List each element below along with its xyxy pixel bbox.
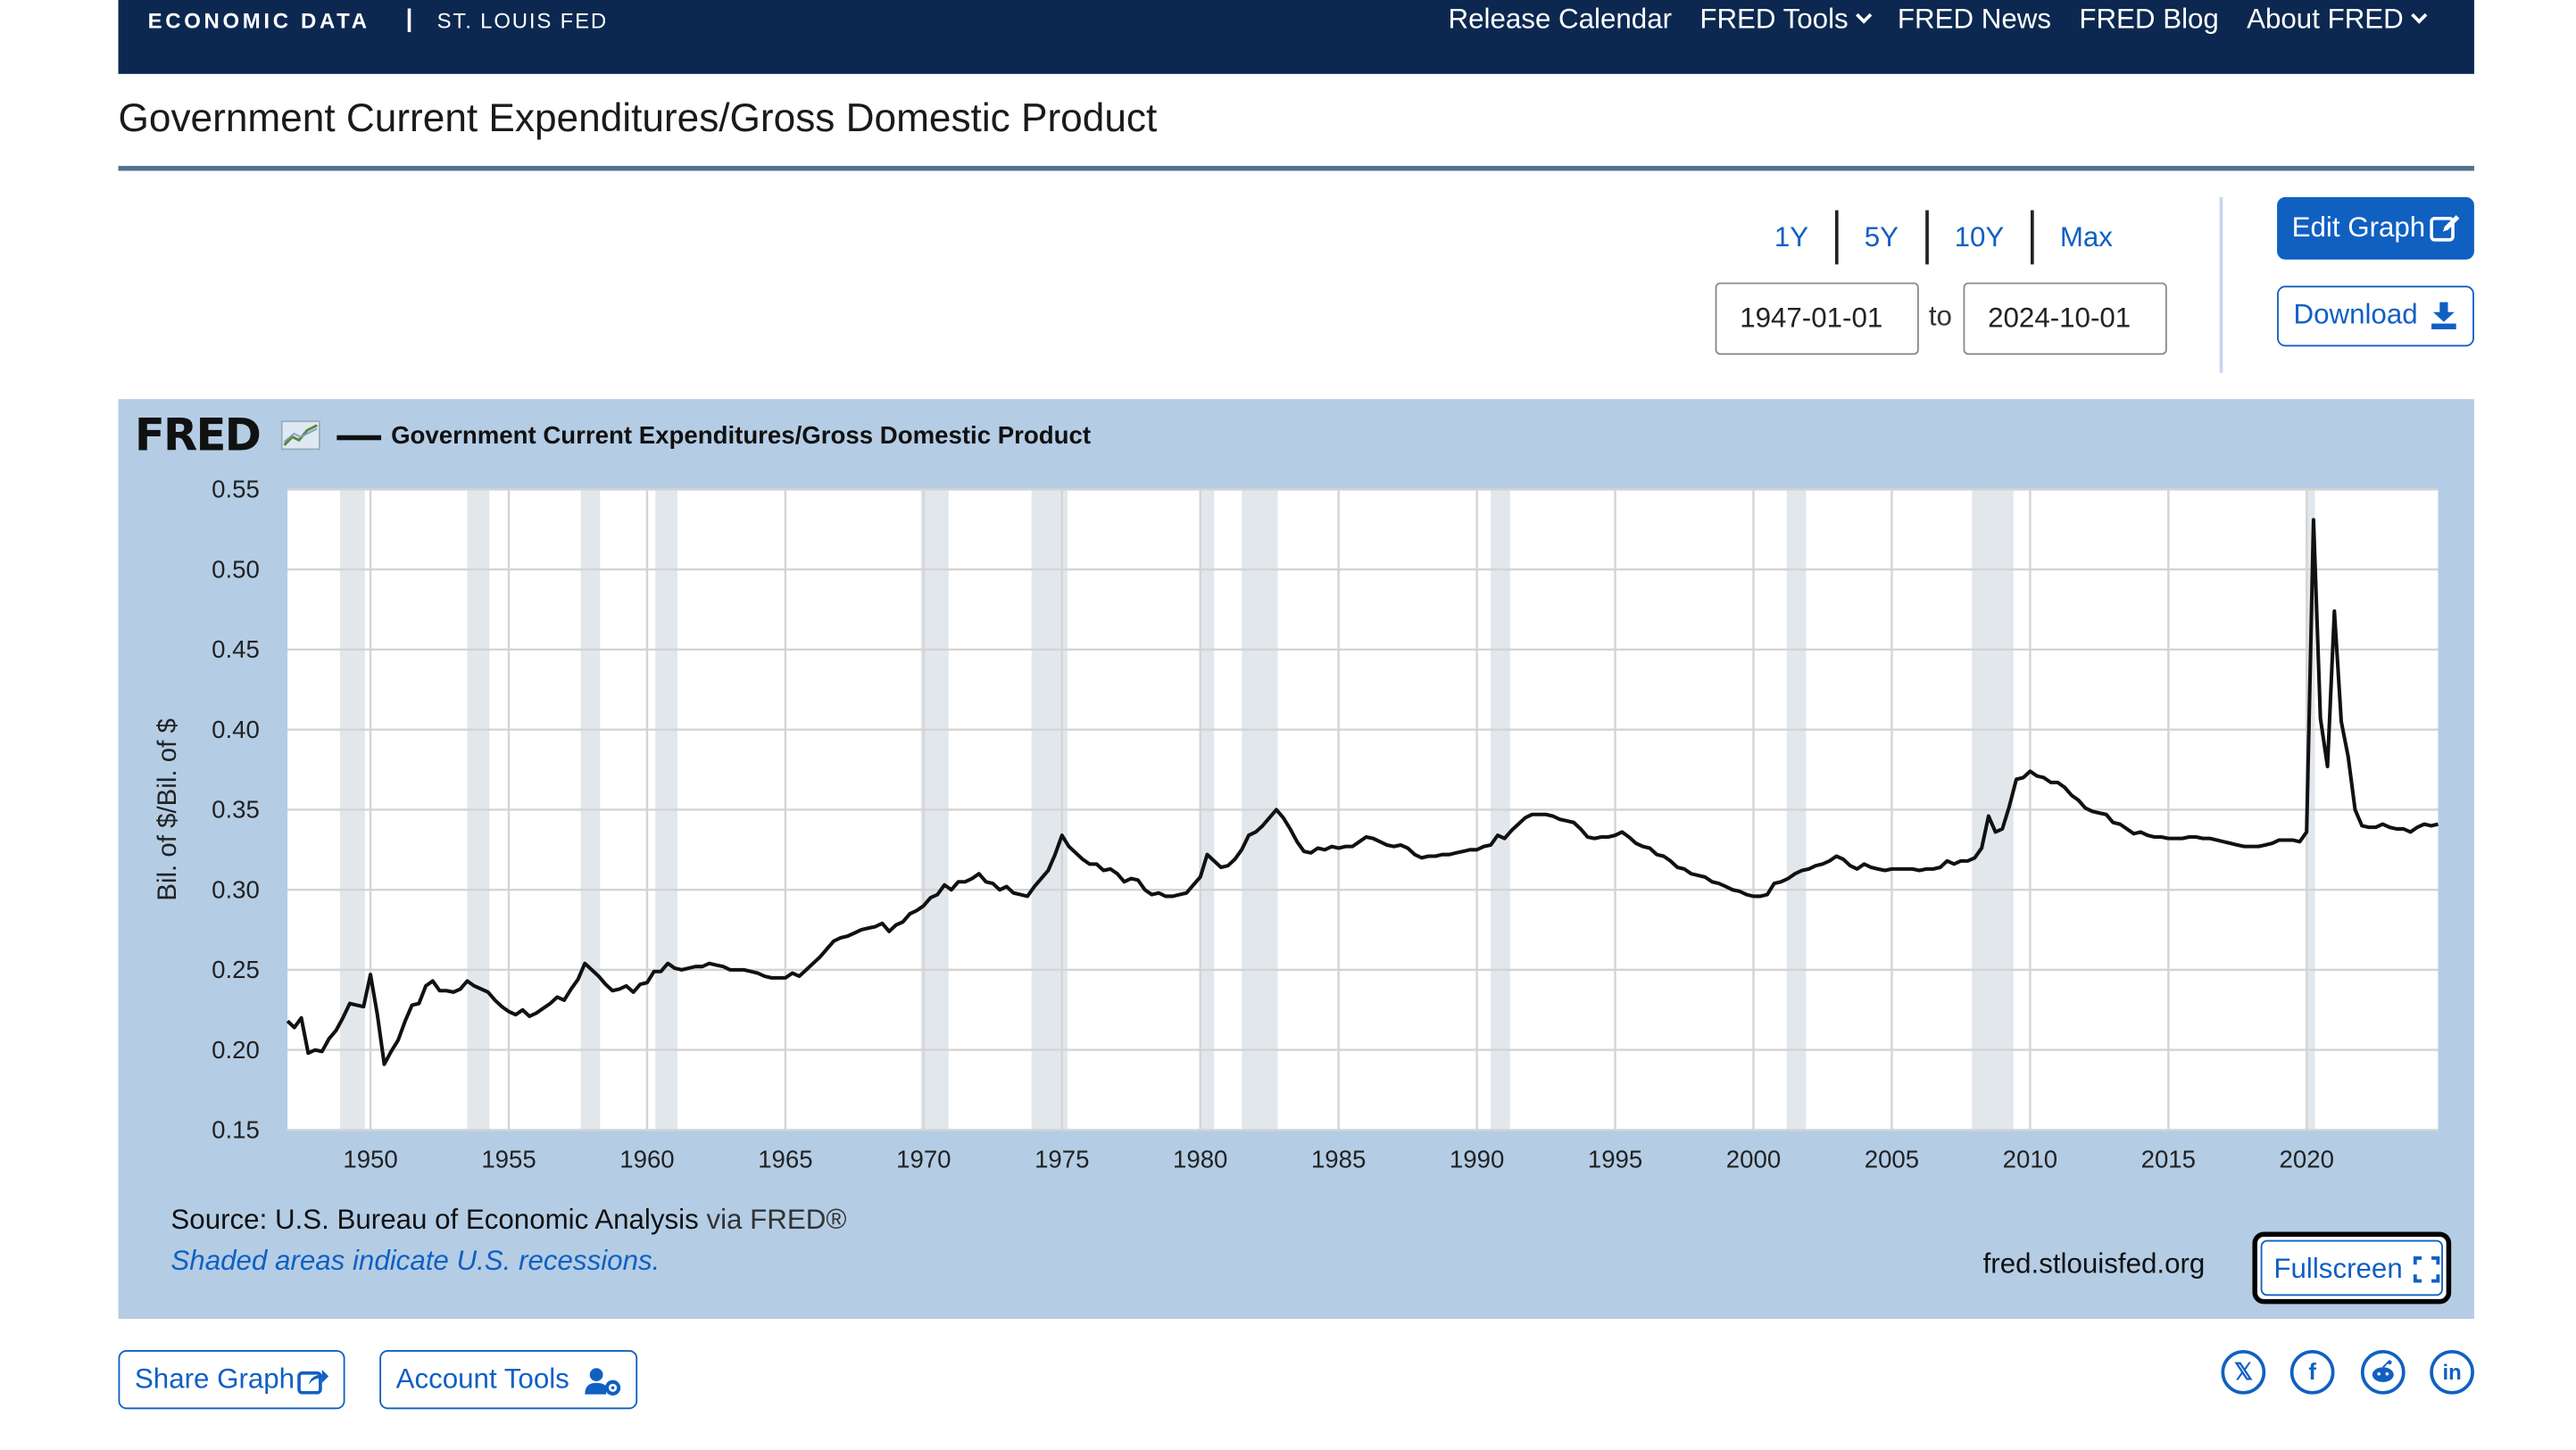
nav-fred-blog[interactable]: FRED Blog — [2079, 3, 2219, 35]
x-tick-label: 1985 — [1311, 1146, 1366, 1173]
x-tick-label: 1995 — [1588, 1146, 1642, 1173]
y-axis-label: Bil. of $/Bil. of $ — [153, 718, 182, 901]
x-tick-label: 2010 — [2003, 1146, 2057, 1173]
nav-fred-news[interactable]: FRED News — [1897, 3, 2052, 35]
source-note: Source: U.S. Bureau of Economic Analysis… — [170, 1204, 846, 1237]
share-linkedin-icon[interactable]: in — [2430, 1349, 2474, 1395]
fullscreen-button[interactable]: Fullscreen — [2252, 1231, 2452, 1305]
share-reddit-icon[interactable] — [2360, 1349, 2406, 1395]
site-url: fred.stlouisfed.org — [1982, 1247, 2206, 1280]
fred-graph-icon — [280, 420, 320, 451]
y-tick-label: 0.45 — [212, 635, 260, 663]
nav-about-fred-label: About FRED — [2247, 3, 2404, 35]
reddit-icon — [2372, 1360, 2394, 1382]
legend-label: Government Current Expenditures/Gross Do… — [391, 422, 1092, 451]
x-tick-label: 2015 — [2141, 1146, 2196, 1173]
account-tools-button[interactable]: Account Tools — [379, 1349, 638, 1410]
fullscreen-inner: Fullscreen — [2260, 1239, 2443, 1297]
y-tick-label: 0.15 — [212, 1116, 260, 1144]
brand-economic-data[interactable]: ECONOMIC DATA — [147, 8, 370, 33]
x-tick-label: 1950 — [343, 1146, 397, 1173]
download-label: Download — [2293, 298, 2418, 330]
nav-fred-tools-label: FRED Tools — [1699, 3, 1849, 35]
x-tick-label: 2000 — [1726, 1146, 1781, 1173]
y-tick-label: 0.35 — [212, 796, 260, 824]
x-tick-label: 1960 — [619, 1146, 674, 1173]
user-gear-icon — [585, 1368, 621, 1396]
brand-st-louis-fed[interactable]: ST. LOUIS FED — [436, 8, 609, 33]
legend-swatch — [337, 435, 382, 441]
download-button[interactable]: Download — [2277, 286, 2474, 347]
y-tick-label: 0.25 — [212, 956, 260, 983]
nav-about-fred[interactable]: About FRED — [2247, 3, 2428, 37]
edit-graph-label: Edit Graph — [2291, 211, 2426, 244]
share-graph-button[interactable]: Share Graph — [118, 1349, 345, 1410]
x-tick-label: 1975 — [1035, 1146, 1089, 1173]
x-tick-label: 1955 — [481, 1146, 536, 1173]
top-navigation-bar: ECONOMIC DATA | ST. LOUIS FED Release Ca… — [118, 0, 2474, 74]
brand-separator: | — [405, 4, 413, 33]
title-divider — [118, 165, 2474, 171]
y-tick-label: 0.20 — [212, 1036, 260, 1064]
x-tick-label: 1965 — [758, 1146, 812, 1173]
recession-note-link[interactable]: Shaded areas indicate U.S. recessions. — [170, 1245, 661, 1277]
nav-release-calendar[interactable]: Release Calendar — [1448, 3, 1673, 35]
x-tick-label: 1980 — [1173, 1146, 1227, 1173]
range-1y-button[interactable]: 1Y — [1774, 221, 1809, 253]
fullscreen-label: Fullscreen — [2273, 1253, 2403, 1285]
controls-divider — [2219, 196, 2223, 373]
y-tick-label: 0.55 — [212, 476, 260, 503]
y-tick-label: 0.30 — [212, 875, 260, 903]
series-line — [286, 518, 2439, 1066]
fred-logo[interactable]: FRED — [134, 410, 262, 462]
x-tick-label: 2005 — [1865, 1146, 1919, 1173]
date-to-label: to — [1928, 300, 1952, 332]
y-tick-label: 0.40 — [212, 716, 260, 743]
x-tick-label: 1970 — [896, 1146, 951, 1173]
main-nav: Release Calendar FRED Tools FRED News FR… — [1448, 3, 2428, 37]
edit-graph-button[interactable]: Edit Graph — [2277, 196, 2474, 260]
account-tools-label: Account Tools — [395, 1363, 569, 1395]
range-max-button[interactable]: Max — [2030, 210, 2140, 265]
share-icon — [297, 1370, 329, 1395]
range-5y-button[interactable]: 5Y — [1834, 210, 1925, 265]
y-tick-label: 0.50 — [212, 555, 260, 583]
edit-icon — [2430, 215, 2460, 242]
x-tick-label: 2020 — [2280, 1146, 2334, 1173]
range-10y-button[interactable]: 10Y — [1924, 210, 2030, 265]
fullscreen-icon — [2413, 1256, 2440, 1283]
share-facebook-icon[interactable]: f — [2289, 1349, 2335, 1395]
x-tick-label: 1990 — [1450, 1146, 1504, 1173]
source-via: via FRED® — [706, 1204, 847, 1236]
page-title: Government Current Expenditures/Gross Do… — [118, 96, 1158, 142]
share-x-icon[interactable]: 𝕏 — [2221, 1349, 2266, 1395]
download-icon — [2431, 302, 2456, 330]
end-date-input[interactable]: 2024-10-01 — [1963, 282, 2167, 355]
source-text: Source: U.S. Bureau of Economic Analysis — [170, 1204, 699, 1236]
nav-fred-tools[interactable]: FRED Tools — [1699, 3, 1873, 37]
date-range-presets: 1Y 5Y 10Y Max — [1748, 210, 2140, 265]
share-graph-label: Share Graph — [134, 1363, 295, 1395]
start-date-input[interactable]: 1947-01-01 — [1715, 282, 1919, 355]
